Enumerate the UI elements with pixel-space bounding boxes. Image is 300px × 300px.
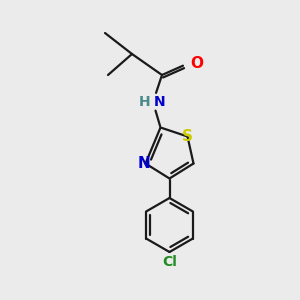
Text: Cl: Cl [162, 255, 177, 269]
Text: N: N [154, 95, 166, 109]
Text: H: H [139, 95, 151, 109]
Text: O: O [190, 56, 203, 70]
Text: N: N [138, 156, 150, 171]
Text: S: S [182, 129, 193, 144]
